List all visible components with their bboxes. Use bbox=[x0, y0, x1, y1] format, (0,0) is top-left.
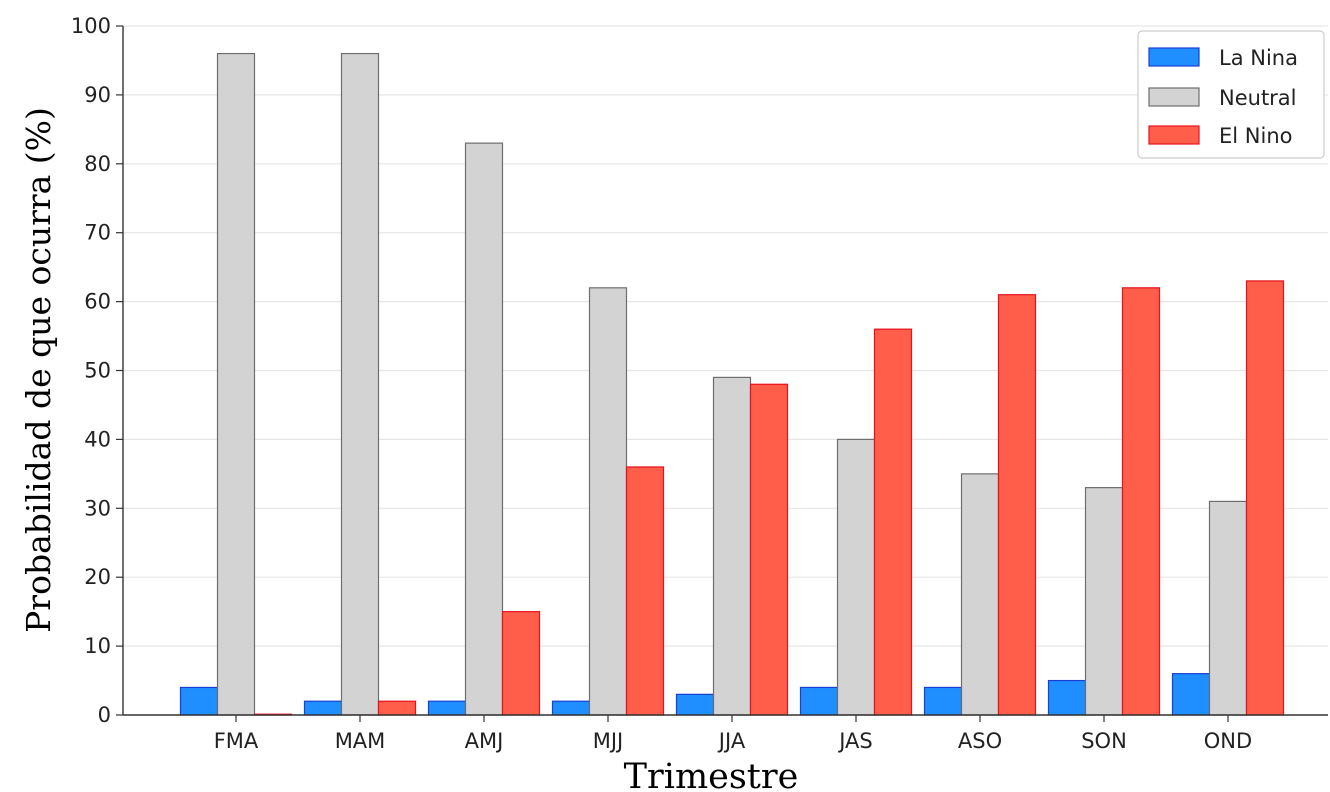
y-tick-label-50: 50 bbox=[84, 359, 111, 383]
y-axis-title: Probabilidad de que ocurra (%) bbox=[19, 107, 58, 633]
bar-la-nina-son bbox=[1047, 679, 1087, 716]
y-tick-label-100: 100 bbox=[71, 14, 111, 38]
x-tick-label-amj: AMJ bbox=[465, 729, 504, 753]
x-axis-title: Trimestre bbox=[624, 757, 799, 792]
bar-el-nino-mam bbox=[377, 700, 417, 716]
bar-la-nina-ond bbox=[1171, 673, 1211, 716]
bar-neutral-amj bbox=[464, 142, 504, 716]
bar-el-nino-amj bbox=[501, 611, 541, 716]
bar-la-nina-aso bbox=[923, 686, 963, 716]
y-tick-label-60: 60 bbox=[84, 290, 111, 314]
bar-el-nino-mjj bbox=[625, 466, 665, 716]
legend-label-la-nina: La Nina bbox=[1219, 46, 1298, 70]
bar-el-nino-aso bbox=[997, 294, 1037, 716]
y-tick-label-30: 30 bbox=[84, 496, 111, 520]
y-tick-label-0: 0 bbox=[98, 703, 111, 727]
bar-neutral-son bbox=[1084, 487, 1124, 716]
y-tick-label-40: 40 bbox=[84, 427, 111, 451]
x-tick-label-mjj: MJJ bbox=[593, 729, 624, 753]
bar-la-nina-amj bbox=[427, 700, 467, 716]
bar-neutral-fma bbox=[216, 52, 256, 716]
bar-el-nino-jas bbox=[873, 328, 913, 716]
y-tick-label-20: 20 bbox=[84, 565, 111, 589]
legend-swatch-la-nina bbox=[1148, 47, 1200, 67]
bar-el-nino-ond bbox=[1245, 280, 1285, 716]
y-tick-label-70: 70 bbox=[84, 221, 111, 245]
bar-neutral-jja bbox=[712, 376, 752, 716]
bar-neutral-aso bbox=[960, 473, 1000, 716]
gridlines bbox=[123, 25, 1328, 647]
x-tick-label-jja: JJA bbox=[717, 729, 746, 753]
bar-neutral-ond bbox=[1208, 500, 1248, 716]
bar-el-nino-son bbox=[1121, 287, 1161, 716]
legend-label-el-nino: El Nino bbox=[1219, 124, 1292, 148]
legend: La Nina Neutral El Nino bbox=[1137, 30, 1325, 159]
bars bbox=[179, 52, 1285, 716]
y-tick-label-10: 10 bbox=[84, 634, 111, 658]
bar-el-nino-jja bbox=[749, 383, 789, 716]
tick-labels: 0 10 20 30 40 50 60 70 80 90 100 FMA MAM AMJ MJJ JJA JAS… bbox=[71, 14, 1252, 753]
legend-swatch-neutral bbox=[1148, 87, 1200, 107]
x-tick-label-jas: JAS bbox=[837, 729, 873, 753]
y-tick-label-90: 90 bbox=[84, 83, 111, 107]
legend-swatch-el-nino bbox=[1148, 125, 1200, 145]
bar-la-nina-jja bbox=[675, 693, 715, 716]
axes bbox=[116, 25, 1328, 722]
x-tick-label-fma: FMA bbox=[214, 729, 259, 753]
bar-la-nina-mam bbox=[303, 700, 343, 716]
bar-neutral-mam bbox=[340, 52, 380, 716]
bar-neutral-jas bbox=[836, 438, 876, 716]
bar-la-nina-jas bbox=[799, 686, 839, 716]
legend-label-neutral: Neutral bbox=[1219, 86, 1297, 110]
bar-neutral-mjj bbox=[588, 287, 628, 716]
y-tick-label-80: 80 bbox=[84, 152, 111, 176]
x-tick-label-mam: MAM bbox=[335, 729, 386, 753]
x-tick-label-aso: ASO bbox=[958, 729, 1002, 753]
bar-la-nina-mjj bbox=[551, 700, 591, 716]
x-tick-label-ond: OND bbox=[1204, 729, 1252, 753]
x-tick-label-son: SON bbox=[1081, 729, 1127, 753]
bar-la-nina-fma bbox=[179, 686, 219, 716]
